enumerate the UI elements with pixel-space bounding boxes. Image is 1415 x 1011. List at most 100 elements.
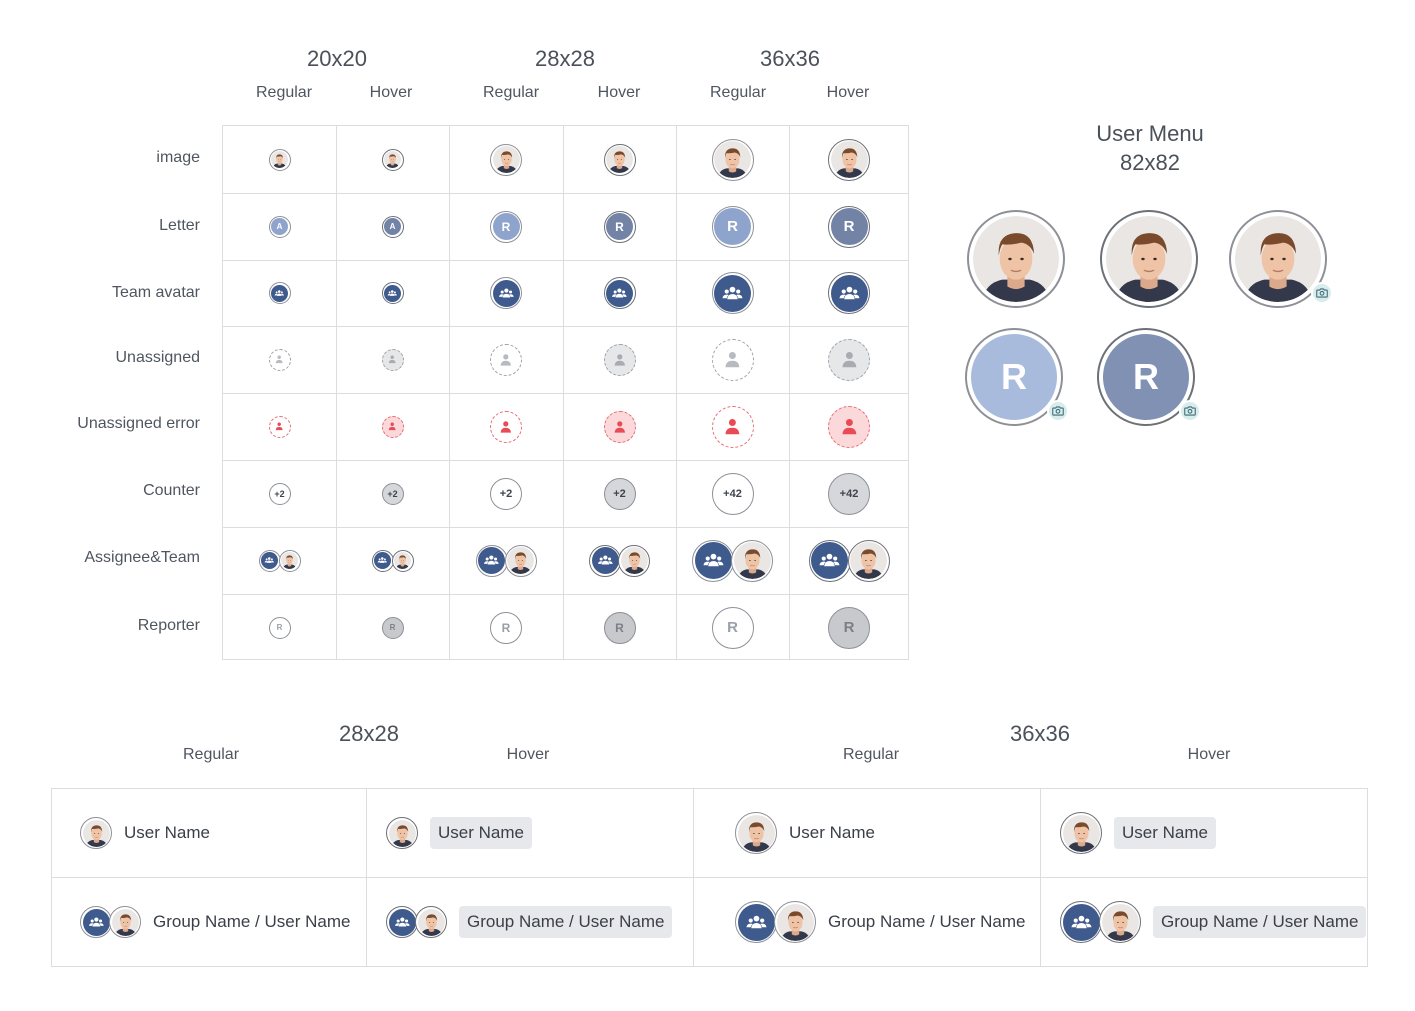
team-avatar[interactable] bbox=[1060, 901, 1102, 943]
team-avatar[interactable] bbox=[828, 272, 870, 314]
user-menu-image-avatar[interactable] bbox=[1229, 210, 1333, 308]
image-avatar[interactable] bbox=[490, 143, 522, 176]
assignee-avatar[interactable] bbox=[618, 544, 650, 577]
name-table: User Name User Name User Name bbox=[51, 788, 1368, 967]
avatar-grid: A A R R R R bbox=[222, 125, 909, 660]
person-icon bbox=[725, 352, 740, 368]
team-avatar[interactable] bbox=[381, 282, 404, 304]
name-cell[interactable]: Group Name / User Name bbox=[80, 877, 366, 967]
assignee-team-avatar[interactable] bbox=[80, 906, 141, 938]
bottom-size-title: 36x36 bbox=[1010, 721, 1070, 746]
camera-badge[interactable] bbox=[1179, 400, 1201, 422]
assignee-team-avatar[interactable] bbox=[258, 549, 301, 572]
letter-avatar[interactable]: A bbox=[381, 215, 404, 238]
unassigned-error-avatar[interactable] bbox=[381, 415, 404, 438]
team-avatar[interactable] bbox=[490, 277, 522, 309]
unassigned-error-avatar[interactable] bbox=[828, 405, 870, 448]
counter-avatar[interactable]: +42 bbox=[828, 472, 870, 515]
unassigned-avatar[interactable] bbox=[711, 338, 754, 381]
assignee-avatar[interactable] bbox=[415, 906, 447, 938]
assignee-team-avatar[interactable] bbox=[371, 549, 414, 572]
letter-avatar[interactable]: A bbox=[268, 215, 291, 238]
team-avatar[interactable] bbox=[692, 539, 734, 582]
reporter-avatar[interactable]: R bbox=[490, 611, 522, 644]
unassigned-error-avatar[interactable] bbox=[711, 405, 754, 448]
user-menu-image-avatar[interactable] bbox=[967, 210, 1065, 308]
unassigned-error-avatar[interactable] bbox=[268, 415, 291, 438]
camera-badge[interactable] bbox=[1311, 282, 1333, 304]
user-avatar[interactable] bbox=[386, 817, 418, 849]
state-label-hover: Hover bbox=[506, 746, 550, 763]
assignee-avatar[interactable] bbox=[731, 539, 773, 582]
letter-avatar[interactable]: R bbox=[603, 210, 636, 243]
assignee-avatar[interactable] bbox=[278, 549, 301, 572]
team-avatar[interactable] bbox=[80, 906, 112, 938]
assignee-team-avatar[interactable] bbox=[808, 539, 890, 582]
name-cell[interactable]: User Name bbox=[1060, 789, 1368, 877]
reporter-avatar[interactable]: R bbox=[381, 616, 404, 639]
unassigned-avatar[interactable] bbox=[490, 343, 522, 376]
user-menu-letter-avatar[interactable]: R bbox=[1097, 328, 1201, 426]
counter-avatar[interactable]: +42 bbox=[711, 472, 754, 515]
camera-icon bbox=[1316, 288, 1328, 298]
assignee-avatar[interactable] bbox=[504, 544, 537, 577]
team-avatar[interactable] bbox=[735, 901, 777, 943]
team-avatar[interactable] bbox=[386, 906, 418, 938]
user-avatar[interactable] bbox=[735, 812, 777, 854]
user-avatar[interactable] bbox=[1060, 812, 1102, 854]
name-cell[interactable]: Group Name / User Name bbox=[386, 877, 693, 967]
user-menu-letter-avatar[interactable]: R bbox=[965, 328, 1069, 426]
assignee-team-avatar[interactable] bbox=[475, 544, 537, 577]
unassigned-avatar[interactable] bbox=[268, 348, 291, 371]
assignee-team-avatar[interactable] bbox=[1060, 901, 1141, 943]
unassigned-avatar[interactable] bbox=[603, 343, 636, 376]
assignee-avatar[interactable] bbox=[391, 549, 414, 572]
letter-avatar[interactable]: R bbox=[828, 205, 870, 248]
user-avatar[interactable] bbox=[80, 817, 112, 849]
image-avatar[interactable] bbox=[603, 143, 636, 176]
name-cell[interactable]: User Name bbox=[386, 789, 693, 877]
assignee-team-avatar[interactable] bbox=[386, 906, 447, 938]
unassigned-avatar[interactable] bbox=[381, 348, 404, 371]
assignee-avatar[interactable] bbox=[1099, 901, 1141, 943]
image-avatar[interactable] bbox=[711, 138, 754, 181]
image-avatar[interactable] bbox=[381, 148, 404, 171]
assignee-avatar[interactable] bbox=[109, 906, 141, 938]
assignee-avatar[interactable] bbox=[847, 539, 890, 582]
unassigned-error-avatar[interactable] bbox=[490, 410, 522, 443]
user-menu-image-avatar[interactable] bbox=[1100, 210, 1198, 308]
reporter-avatar[interactable]: R bbox=[603, 611, 636, 644]
counter-avatar[interactable]: +2 bbox=[490, 477, 522, 510]
name-cell[interactable]: Group Name / User Name bbox=[1060, 877, 1368, 967]
row-label: Counter bbox=[143, 482, 200, 499]
counter-avatar[interactable]: +2 bbox=[268, 482, 291, 505]
team-avatar[interactable] bbox=[603, 277, 636, 309]
reporter-avatar[interactable]: R bbox=[828, 606, 870, 649]
name-cell[interactable]: User Name bbox=[735, 789, 1040, 877]
counter-avatar[interactable]: +2 bbox=[381, 482, 404, 505]
name-cell[interactable]: Group Name / User Name bbox=[735, 877, 1040, 967]
image-avatar[interactable] bbox=[828, 138, 870, 181]
assignee-team-avatar[interactable] bbox=[589, 544, 650, 577]
assignee-team-avatar[interactable] bbox=[735, 901, 816, 943]
reporter-avatar[interactable]: R bbox=[711, 606, 754, 649]
team-avatar[interactable] bbox=[268, 282, 291, 304]
team-avatar[interactable] bbox=[371, 549, 394, 572]
counter-avatar[interactable]: +2 bbox=[603, 477, 636, 510]
team-avatar[interactable] bbox=[808, 539, 851, 582]
letter-avatar-fill: A bbox=[384, 218, 401, 235]
assignee-team-avatar[interactable] bbox=[692, 539, 773, 582]
camera-badge[interactable] bbox=[1047, 400, 1069, 422]
image-avatar[interactable] bbox=[268, 148, 291, 171]
unassigned-avatar[interactable] bbox=[828, 338, 870, 381]
team-avatar[interactable] bbox=[589, 544, 621, 577]
team-avatar[interactable] bbox=[475, 544, 508, 577]
team-avatar[interactable] bbox=[258, 549, 281, 572]
reporter-avatar[interactable]: R bbox=[268, 616, 291, 639]
assignee-avatar[interactable] bbox=[774, 901, 816, 943]
name-cell[interactable]: User Name bbox=[80, 789, 366, 877]
letter-avatar[interactable]: R bbox=[711, 205, 754, 248]
team-avatar[interactable] bbox=[711, 272, 754, 314]
unassigned-error-avatar[interactable] bbox=[603, 410, 636, 443]
letter-avatar[interactable]: R bbox=[490, 210, 522, 243]
